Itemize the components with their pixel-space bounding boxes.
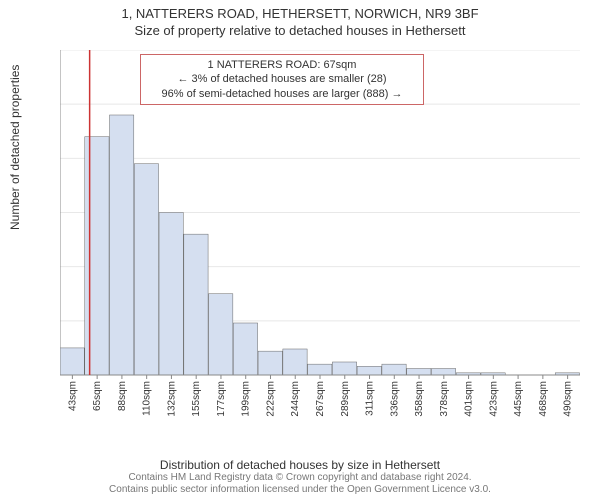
svg-text:267sqm: 267sqm [315,381,326,417]
annotation-line-2: ← 3% of detached houses are smaller (28) [147,72,417,86]
svg-text:445sqm: 445sqm [513,381,524,417]
svg-text:289sqm: 289sqm [340,381,351,417]
annotation-box: 1 NATTERERS ROAD: 67sqm ← 3% of detached… [140,54,424,105]
y-axis-label: Number of detached properties [8,65,22,230]
chart-plot-area: 05010015020025030043sqm65sqm88sqm110sqm1… [60,50,580,420]
chart-svg: 05010015020025030043sqm65sqm88sqm110sqm1… [60,50,580,420]
svg-text:336sqm: 336sqm [389,381,400,417]
svg-text:468sqm: 468sqm [538,381,549,417]
svg-text:199sqm: 199sqm [241,381,252,417]
footer-line-2: Contains public sector information licen… [0,484,600,496]
footer-attribution: Contains HM Land Registry data © Crown c… [0,472,600,496]
chart-title-main: 1, NATTERERS ROAD, HETHERSETT, NORWICH, … [0,0,600,21]
chart-container: { "titles": { "main": "1, NATTERERS ROAD… [0,0,600,500]
svg-text:378sqm: 378sqm [439,381,450,417]
svg-text:358sqm: 358sqm [414,381,425,417]
svg-text:65sqm: 65sqm [92,381,103,411]
svg-text:110sqm: 110sqm [142,381,153,416]
annotation-line-1: 1 NATTERERS ROAD: 67sqm [147,58,417,72]
svg-text:222sqm: 222sqm [265,381,276,417]
svg-text:155sqm: 155sqm [191,381,202,417]
footer-line-1: Contains HM Land Registry data © Crown c… [0,472,600,484]
chart-title-sub: Size of property relative to detached ho… [0,21,600,38]
svg-text:490sqm: 490sqm [563,381,574,417]
svg-text:423sqm: 423sqm [488,381,499,417]
svg-text:132sqm: 132sqm [166,381,177,417]
svg-text:244sqm: 244sqm [290,381,301,417]
annotation-line-3: 96% of semi-detached houses are larger (… [147,87,417,101]
svg-text:88sqm: 88sqm [117,381,128,411]
svg-text:311sqm: 311sqm [365,381,376,416]
x-axis-label: Distribution of detached houses by size … [0,458,600,472]
svg-text:177sqm: 177sqm [216,381,227,417]
svg-text:401sqm: 401sqm [464,381,475,417]
svg-text:43sqm: 43sqm [67,381,78,411]
